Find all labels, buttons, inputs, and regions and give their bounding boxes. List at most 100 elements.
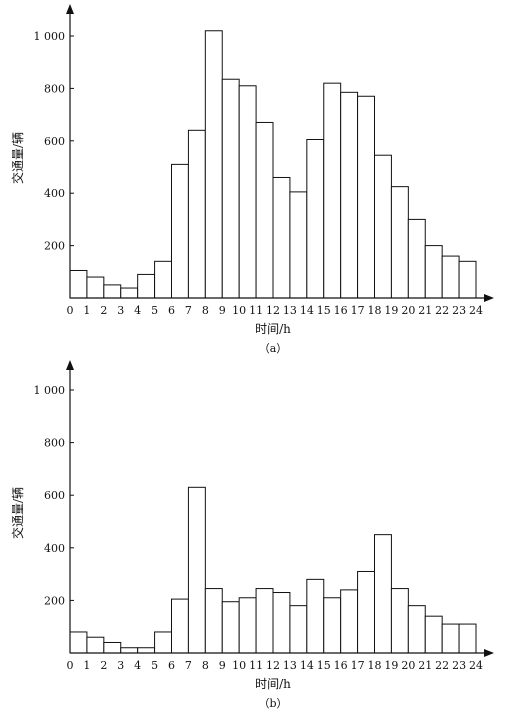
chart-a-bar-12 (272, 176, 291, 299)
chart-b-y-tick-label: 400 (44, 542, 65, 555)
chart-a-y-axis-title: 交通量/辆 (10, 132, 25, 184)
chart-a-x-tick-label: 3 (117, 304, 124, 317)
chart-b-y-tick-label: 800 (44, 437, 65, 450)
chart-b-y-axis-title: 交通量/辆 (10, 487, 25, 539)
chart-a-bar-15 (323, 82, 342, 299)
chart-a-bar-20 (407, 218, 426, 299)
chart-a-bar-8 (204, 30, 223, 299)
chart-b-x-tick-label: 18 (368, 659, 382, 672)
chart-b-x-tick-label: 9 (219, 659, 226, 672)
chart-b-bars (69, 486, 477, 654)
chart-a-bar-9 (221, 78, 240, 299)
chart-a-x-tick-label: 7 (185, 304, 192, 317)
chart-b-bar-8 (204, 588, 223, 654)
chart-a-x-tick-label: 20 (401, 304, 415, 317)
chart-a-bar-13 (289, 191, 308, 299)
chart-b-x-tick-label: 4 (134, 659, 141, 672)
chart-a-bar-23 (458, 260, 477, 299)
chart-b-bar-3 (120, 647, 139, 654)
chart-b-x-tick-label: 8 (202, 659, 209, 672)
chart-a-caption: （a） (259, 342, 288, 355)
chart-b-x-tick-label: 3 (117, 659, 124, 672)
chart-b-x-tick-label: 6 (168, 659, 175, 672)
chart-a-x-axis-title: 时间/h (255, 322, 291, 336)
chart-b-bar-2 (103, 641, 122, 654)
chart-b-bar-11 (255, 588, 274, 654)
chart-b-caption: （b） (258, 697, 287, 710)
chart-a-y-tick-label: 400 (44, 187, 65, 200)
chart-a-bar-10 (238, 85, 257, 299)
chart-b-x-tick-label: 12 (266, 659, 280, 672)
chart-b-bar-21 (424, 615, 443, 654)
chart-b-x-tick-label: 16 (334, 659, 348, 672)
chart-b-x-tick-label: 7 (185, 659, 192, 672)
chart-a-x-tick-label: 12 (266, 304, 280, 317)
chart-b-x-tick-label: 17 (351, 659, 365, 672)
chart-b-x-ticks: 0 1 2 3 4 5 6 7 8 9 10 11 12 13 14 15 16 17 18 19 20 21 22 23 24 (67, 659, 484, 672)
chart-b-x-tick-label: 19 (384, 659, 398, 672)
chart-a-bar-16 (340, 91, 359, 299)
chart-b-bar-14 (306, 578, 325, 654)
chart-a-x-tick-label: 22 (435, 304, 449, 317)
chart-b-y-tick-label: 200 (44, 594, 65, 607)
chart-a-y-tick-label: 200 (44, 240, 65, 253)
chart-b-x-tick-label: 15 (317, 659, 331, 672)
chart-a-x-tick-label: 14 (300, 304, 314, 317)
chart-b-x-tick-label: 0 (67, 659, 74, 672)
chart-a-x-tick-label: 9 (219, 304, 226, 317)
chart-a-bar-14 (306, 138, 325, 299)
chart-b-bar-12 (272, 592, 291, 654)
chart-b-x-tick-label: 24 (469, 659, 483, 672)
chart-b-bar-9 (221, 601, 240, 654)
chart-b-bar-1 (86, 636, 105, 654)
chart-a-bar-17 (357, 95, 375, 299)
chart-a-bar-2 (103, 284, 122, 299)
chart-b-bar-15 (323, 597, 342, 654)
chart-a-bar-19 (390, 186, 409, 299)
chart-b-bar-23 (458, 623, 477, 654)
chart-b-y-ticks: 200 400 600 800 1 000 (34, 384, 74, 607)
chart-a-x-tick-label: 5 (151, 304, 158, 317)
chart-a-bar-1 (86, 276, 105, 299)
chart-b-x-tick-label: 1 (83, 659, 90, 672)
chart-b-x-tick-label: 13 (283, 659, 297, 672)
chart-a-x-tick-label: 1 (83, 304, 90, 317)
chart-a-bar-11 (255, 121, 274, 299)
chart-b-bar-4 (137, 647, 156, 654)
chart-a-bars (69, 30, 477, 299)
chart-a-x-tick-label: 21 (418, 304, 432, 317)
chart-a-bar-18 (374, 154, 392, 299)
chart-b-bar-17 (357, 570, 375, 654)
chart-a-bar-21 (424, 245, 443, 299)
chart-a-x-tick-label: 13 (283, 304, 297, 317)
chart-b-x-tick-label: 11 (249, 659, 263, 672)
chart-a-x-tick-label: 24 (469, 304, 483, 317)
chart-b-bar-5 (154, 631, 173, 654)
chart-b-bar-18 (374, 534, 392, 654)
chart-b-x-tick-label: 10 (232, 659, 246, 672)
chart-a-x-tick-label: 0 (67, 304, 74, 317)
chart-b-bar-19 (390, 588, 409, 654)
chart-a-x-tick-label: 16 (334, 304, 348, 317)
chart-a-bar-7 (187, 129, 206, 299)
chart-b-bar-0 (69, 631, 88, 654)
chart-a-bar-3 (120, 287, 139, 299)
chart-a-x-tick-label: 18 (368, 304, 382, 317)
chart-a-x-tick-label: 17 (351, 304, 365, 317)
chart-b-bar-10 (238, 597, 257, 654)
chart-b-x-tick-label: 5 (151, 659, 158, 672)
chart-a-x-tick-label: 4 (134, 304, 141, 317)
chart-a-y-ticks: 200 400 600 800 1 000 (34, 30, 74, 253)
chart-a-x-tick-label: 10 (232, 304, 246, 317)
chart-b-bar-22 (441, 623, 460, 654)
chart-b-y-tick-label: 1 000 (34, 384, 66, 397)
chart-a-bar-22 (441, 255, 460, 299)
chart-b-x-tick-label: 23 (452, 659, 466, 672)
chart-b-x-tick-label: 20 (401, 659, 415, 672)
chart-b-bar-16 (340, 589, 359, 654)
chart-a-x-tick-label: 23 (452, 304, 466, 317)
chart-a-x-tick-label: 2 (100, 304, 107, 317)
